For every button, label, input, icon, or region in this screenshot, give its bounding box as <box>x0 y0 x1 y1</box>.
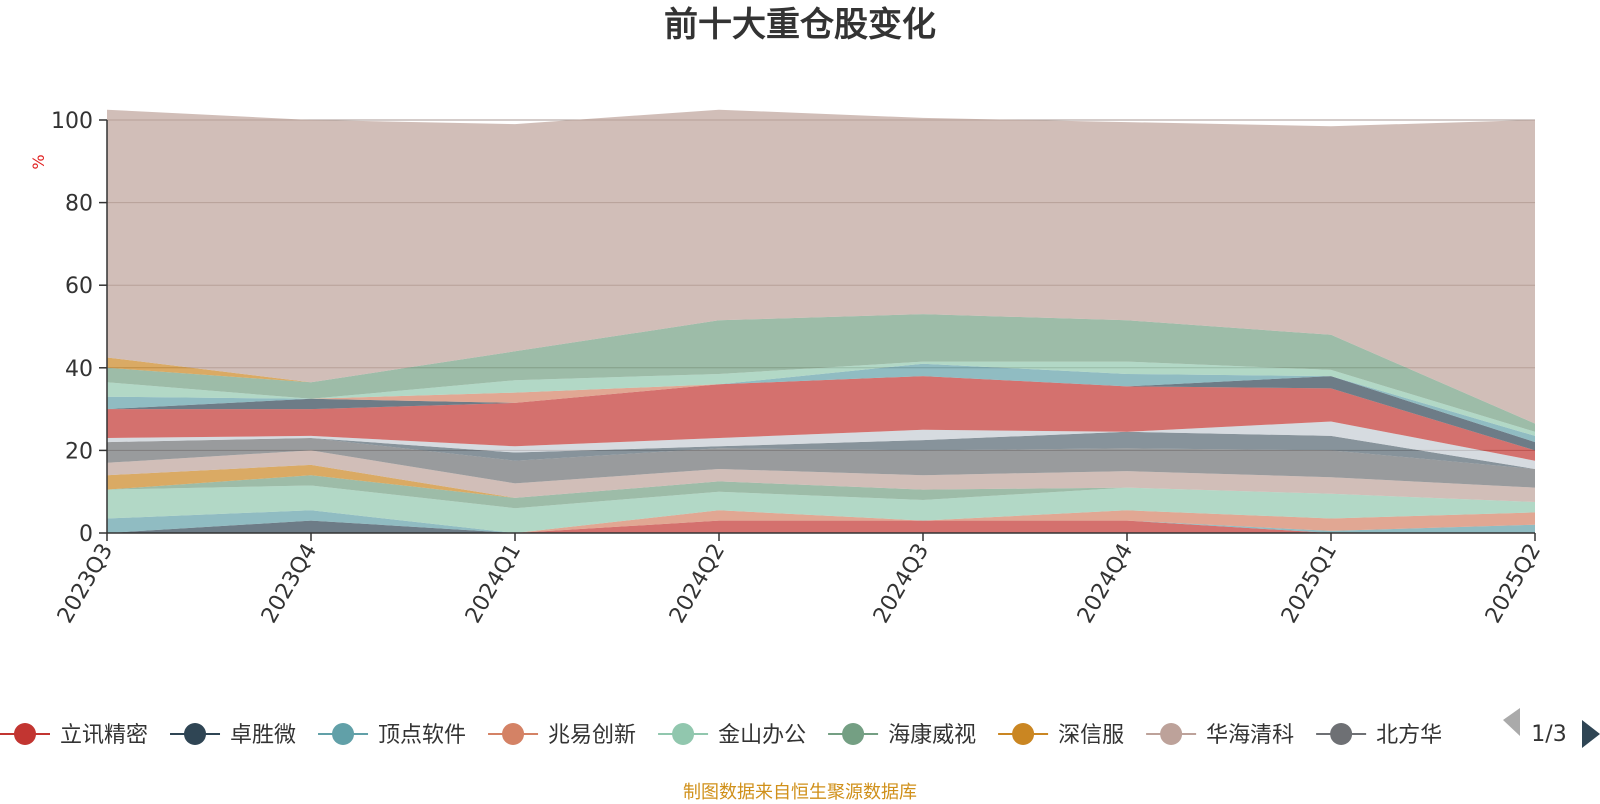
area-series <box>107 485 1535 533</box>
legend-item[interactable]: 顶点软件 <box>318 723 466 748</box>
y-tick-label: 0 <box>79 522 93 547</box>
chart-title: 前十大重仓股变化 <box>664 5 936 45</box>
legend-page-indicator: 1/3 <box>1531 722 1566 747</box>
legend[interactable]: 立讯精密 卓胜微 顶点软件 兆易创新 金山办公 海康威视 深信服 华海清科 北方华 <box>0 723 1442 748</box>
x-tick-label: 2025Q2 <box>1481 540 1546 628</box>
legend-item[interactable]: 卓胜微 <box>170 723 296 748</box>
legend-marker <box>184 723 207 745</box>
area-series <box>107 520 1535 533</box>
legend-marker <box>332 723 355 745</box>
area-series <box>107 450 1535 502</box>
legend-label: 华海清科 <box>1206 723 1294 748</box>
y-tick-label: 40 <box>65 357 93 382</box>
area-series <box>107 376 1535 461</box>
legend-marker <box>1160 723 1183 745</box>
legend-item[interactable]: 立讯精密 <box>0 723 148 748</box>
area-series <box>107 363 1535 443</box>
legend-item[interactable]: 华海清科 <box>1146 723 1294 748</box>
area-series <box>107 464 1535 502</box>
legend-label: 顶点软件 <box>378 723 466 748</box>
area-series <box>107 510 1535 533</box>
legend-label: 北方华 <box>1376 723 1442 748</box>
legend-label: 金山办公 <box>718 723 806 748</box>
legend-marker <box>502 723 525 745</box>
legend-next-icon[interactable] <box>1582 720 1600 748</box>
y-tick-label: 80 <box>65 192 93 217</box>
source-note: 制图数据来自恒生聚源数据库 <box>683 782 917 803</box>
area-series <box>107 510 1535 533</box>
area-series <box>107 363 1535 436</box>
area-series <box>107 109 1535 424</box>
legend-label: 卓胜微 <box>230 723 296 748</box>
legend-item[interactable]: 深信服 <box>998 723 1124 748</box>
x-tick-label: 2024Q1 <box>461 540 526 628</box>
legend-prev-icon[interactable] <box>1503 708 1520 736</box>
y-tick-label: 20 <box>65 439 93 464</box>
x-tick-label: 2025Q1 <box>1277 540 1342 628</box>
legend-pager: 1/3 <box>1503 708 1600 748</box>
stacked-areas <box>107 109 1535 533</box>
x-tick-label: 2023Q4 <box>257 540 322 628</box>
x-tick-label: 2024Q2 <box>665 540 730 628</box>
legend-marker <box>1330 723 1353 745</box>
y-tick-label: 60 <box>65 274 93 299</box>
legend-item[interactable]: 兆易创新 <box>488 723 636 748</box>
legend-label: 海康威视 <box>888 723 976 748</box>
legend-item[interactable]: 海康威视 <box>828 723 976 748</box>
legend-label: 深信服 <box>1058 723 1124 748</box>
legend-label: 兆易创新 <box>548 723 636 748</box>
area-series <box>107 520 1535 533</box>
area-series <box>107 314 1535 432</box>
y-axis-unit: % <box>29 154 48 169</box>
legend-item[interactable]: 北方华 <box>1316 723 1442 748</box>
legend-marker <box>842 723 865 745</box>
legend-marker <box>14 723 36 745</box>
y-tick-label: 100 <box>51 109 93 134</box>
legend-marker <box>672 723 695 745</box>
area-series <box>107 431 1535 469</box>
x-tick-label: 2024Q3 <box>869 540 934 628</box>
area-series <box>107 438 1535 488</box>
area-series <box>107 475 1535 509</box>
x-tick-label: 2023Q3 <box>53 540 118 628</box>
legend-item[interactable]: 金山办公 <box>658 723 806 748</box>
x-tick-label: 2024Q4 <box>1073 540 1138 628</box>
legend-marker <box>1012 723 1035 745</box>
legend-label: 立讯精密 <box>60 723 148 748</box>
